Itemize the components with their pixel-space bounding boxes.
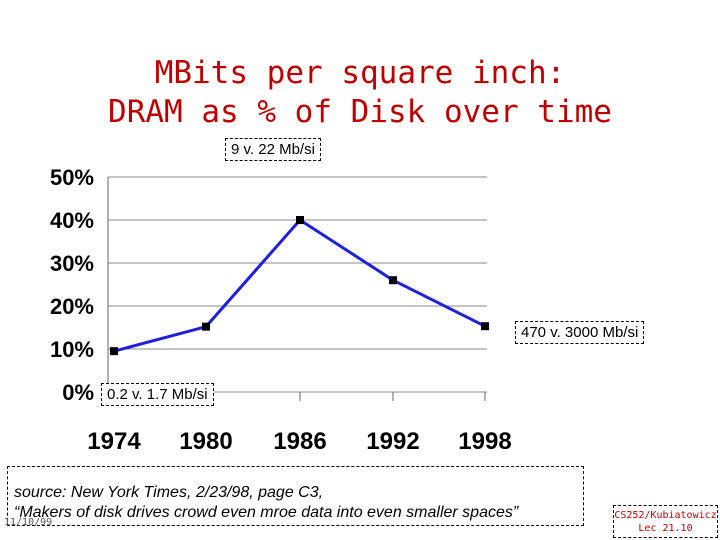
y-tick-label: 30% [50, 251, 94, 276]
data-point-1974 [110, 347, 118, 356]
x-tick-label: 1980 [179, 428, 232, 455]
annotation-1986: 9 v. 22 Mb/si [225, 138, 321, 161]
y-tick-label: 0% [62, 380, 94, 405]
slide-date: 11/10/99 [4, 517, 53, 528]
course-name: CS252/Kubiatowicz [614, 510, 717, 521]
x-tick-label: 1998 [458, 428, 511, 455]
data-point-1998 [481, 322, 489, 331]
data-point-1992 [389, 276, 397, 285]
y-tick-label: 40% [50, 208, 94, 233]
course-footer: CS252/Kubiatowicz Lec 21.10 [613, 505, 718, 538]
series-line [113, 218, 486, 353]
source-headline: “Makers of disk drives crowd even mroe d… [14, 504, 519, 521]
y-tick-label: 20% [50, 294, 94, 319]
source-citation: source: New York Times, 2/23/98, page C3… [14, 484, 324, 501]
slide-title-line-2: DRAM as % of Disk over time [108, 94, 612, 130]
x-tick-label: 1986 [273, 428, 326, 455]
slide-title-line-1: MBits per square inch: [154, 55, 566, 91]
y-tick-label: 50% [50, 165, 94, 190]
annotation-1998: 470 v. 3000 Mb/si [515, 321, 645, 344]
source-box: source: New York Times, 2/23/98, page C3… [7, 466, 584, 526]
annotation-1974: 0.2 v. 1.7 Mb/si [101, 383, 214, 406]
data-point-1986 [296, 216, 304, 224]
x-tick-label: 1992 [366, 428, 419, 455]
lecture-number: Lec 21.10 [638, 523, 693, 534]
data-point-1980 [202, 322, 210, 331]
x-tick-label: 1974 [87, 428, 141, 455]
y-tick-label: 10% [50, 337, 94, 362]
